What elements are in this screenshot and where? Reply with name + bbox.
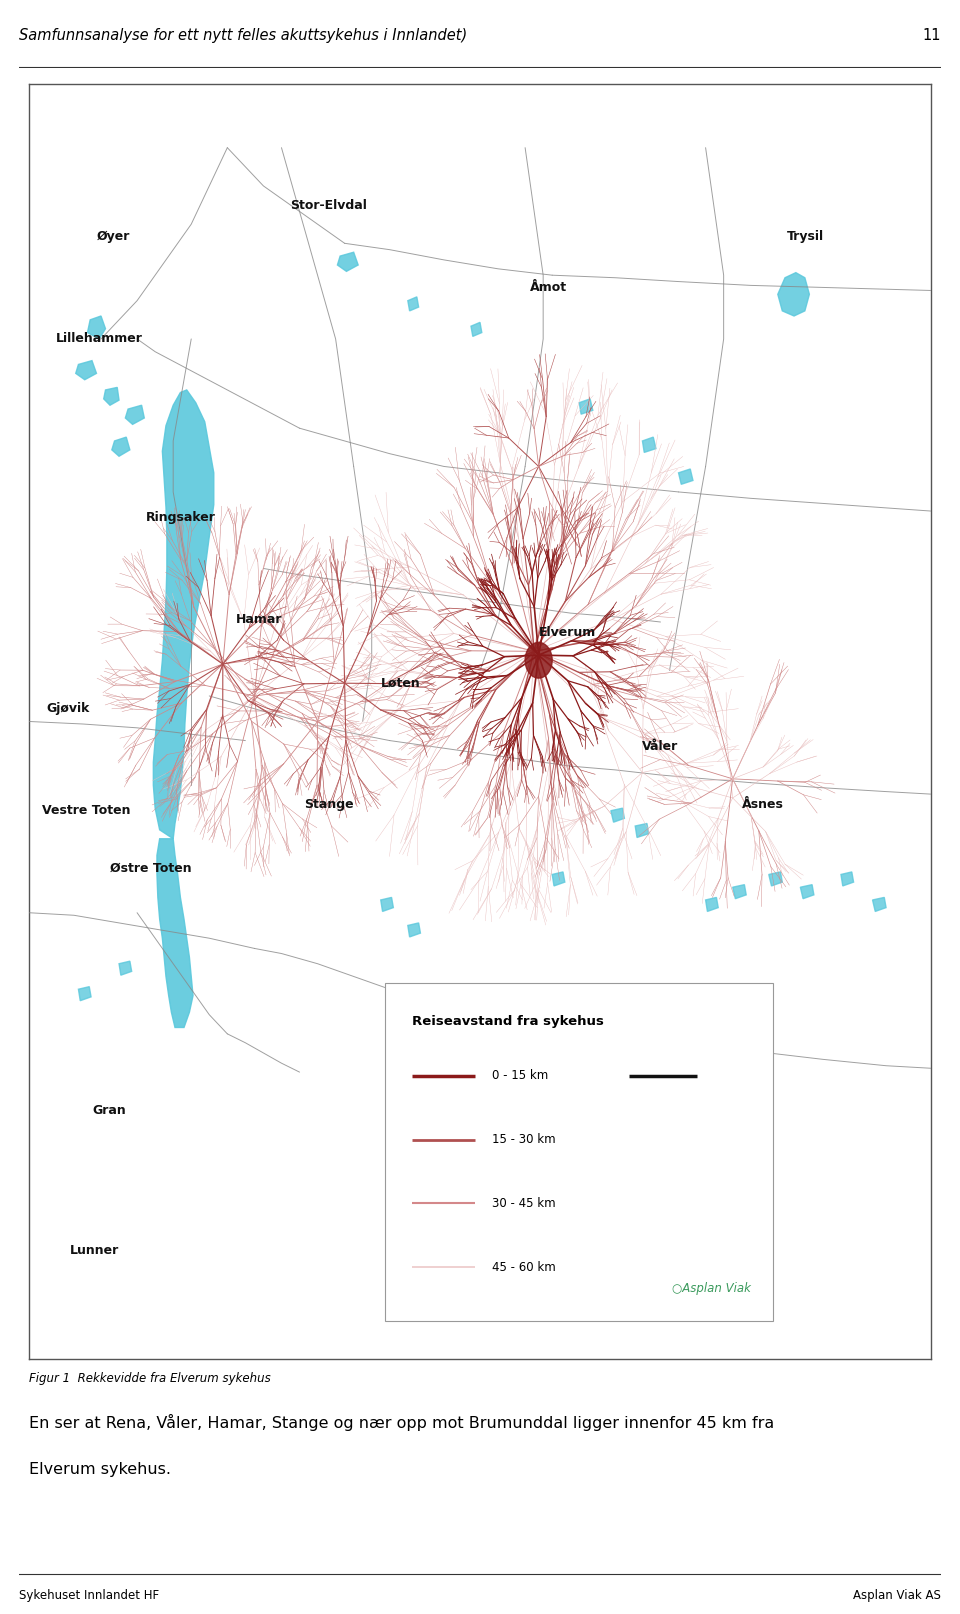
Polygon shape [706,897,718,912]
Polygon shape [126,405,144,424]
Polygon shape [471,323,482,336]
Polygon shape [408,297,419,312]
Text: Reiseavstand fra sykehus: Reiseavstand fra sykehus [413,1015,604,1028]
Polygon shape [87,316,106,339]
Text: Ringsaker: Ringsaker [146,512,216,525]
Polygon shape [769,872,782,886]
Polygon shape [154,391,214,839]
Text: Lillehammer: Lillehammer [56,332,143,345]
Text: Trysil: Trysil [787,231,824,244]
Polygon shape [642,437,656,452]
Text: Lunner: Lunner [69,1244,119,1257]
Polygon shape [552,872,564,886]
Polygon shape [579,399,592,415]
Text: Sykehuset Innlandet HF: Sykehuset Innlandet HF [19,1588,159,1601]
Text: Gjøvik: Gjøvik [47,702,90,715]
Polygon shape [408,923,420,938]
Polygon shape [111,437,130,457]
FancyBboxPatch shape [385,983,773,1320]
Polygon shape [76,360,96,379]
Text: Østre Toten: Østre Toten [110,862,192,875]
Text: Hamar: Hamar [236,613,283,626]
Polygon shape [156,839,193,1028]
Polygon shape [679,470,693,484]
Polygon shape [801,884,814,899]
Text: Løten: Løten [381,676,420,689]
Text: Gran: Gran [92,1104,126,1117]
Text: Stange: Stange [304,797,353,810]
Polygon shape [79,986,91,1001]
Text: Elverum: Elverum [539,626,596,639]
Text: Stor-Elvdal: Stor-Elvdal [291,199,368,211]
Polygon shape [636,823,649,838]
Text: Øyer: Øyer [96,231,130,244]
Polygon shape [873,897,886,912]
Text: Asplan Viak AS: Asplan Viak AS [852,1588,941,1601]
Text: En ser at Rena, Våler, Hamar, Stange og nær opp mot Brumunddal ligger innenfor 4: En ser at Rena, Våler, Hamar, Stange og … [29,1414,774,1432]
Text: Våler: Våler [642,741,679,754]
Text: ○Asplan Viak: ○Asplan Viak [672,1283,751,1296]
Text: 45 - 60 km: 45 - 60 km [492,1261,556,1273]
Text: Grue: Grue [624,1015,655,1028]
Text: Vestre Toten: Vestre Toten [42,804,131,817]
Polygon shape [337,252,358,271]
Text: 11: 11 [923,29,941,44]
Text: 30 - 45 km: 30 - 45 km [492,1198,555,1210]
Ellipse shape [525,642,552,678]
Polygon shape [611,809,624,822]
Polygon shape [381,897,394,912]
Polygon shape [119,962,132,975]
Text: Åmot: Åmot [530,281,566,294]
Polygon shape [732,884,746,899]
Text: Elverum sykehus.: Elverum sykehus. [29,1462,171,1477]
Text: Figur 1  Rekkevidde fra Elverum sykehus: Figur 1 Rekkevidde fra Elverum sykehus [29,1372,271,1385]
Polygon shape [778,273,809,316]
Polygon shape [104,387,119,405]
Text: Samfunnsanalyse for ett nytt felles akuttsykehus i Innlandet): Samfunnsanalyse for ett nytt felles akut… [19,29,468,44]
Polygon shape [841,872,853,886]
Text: 15 - 30 km: 15 - 30 km [492,1133,555,1146]
Text: Åsnes: Åsnes [742,797,783,810]
Text: 0 - 15 km: 0 - 15 km [492,1070,548,1083]
